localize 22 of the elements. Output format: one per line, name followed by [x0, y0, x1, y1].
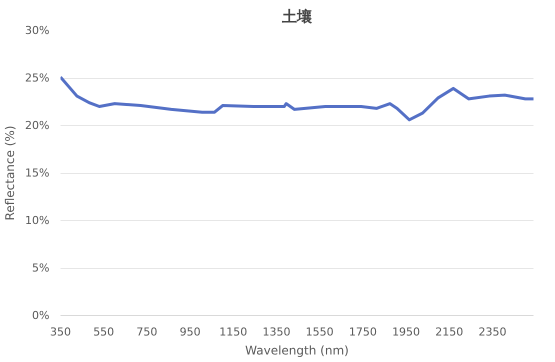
x-axis-title: Wavelength (nm)	[245, 344, 349, 358]
y-tick-label: 25%	[25, 72, 50, 84]
x-tick-label: 350	[50, 326, 71, 338]
y-tick-label: 10%	[25, 214, 50, 227]
x-tick-label: 2350	[478, 326, 506, 338]
y-tick-label: 5%	[32, 262, 50, 274]
x-tick-label: 1350	[262, 326, 290, 338]
line-series	[60, 76, 534, 122]
y-tick-label: 15%	[25, 166, 50, 180]
x-tick-label: 2150	[435, 326, 464, 338]
x-tick-label: 1750	[348, 326, 377, 338]
y-tick-label: 20%	[25, 119, 50, 132]
x-tick-label: 1150	[219, 326, 248, 338]
x-tick-label: 750	[136, 326, 158, 338]
x-tick-label: 1550	[306, 326, 334, 338]
y-tick-label: 0%	[32, 309, 50, 322]
chart-title: 土壤	[281, 8, 313, 26]
y-tick-label: 30%	[25, 24, 50, 37]
x-tick-label: 550	[93, 326, 114, 338]
y-axis-title: Reflectance (%)	[3, 126, 18, 220]
x-tick-label: 1950	[392, 326, 420, 338]
x-tick-label: 950	[180, 326, 201, 338]
